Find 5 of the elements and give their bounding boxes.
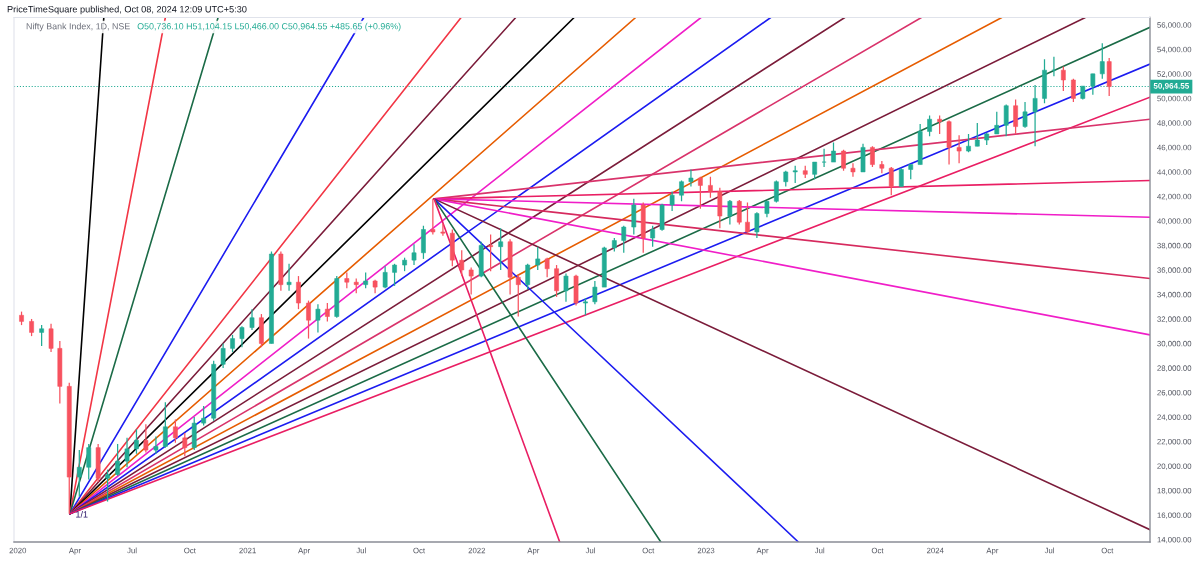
annotation: Nifty Bank Index, 1D, NSE (26, 22, 130, 32)
annotation: O50,736.10 H51,104.15 L50,466.00 C50,964.55 +485.65 (+0.96%) (137, 22, 401, 32)
ref-line-label: 50,964.55 (1153, 83, 1190, 90)
text: PriceTimeSquare published, Oct 08, 2024 12:09 UTC+5:30 (7, 5, 247, 15)
annotation: 1/1 (76, 511, 88, 518)
